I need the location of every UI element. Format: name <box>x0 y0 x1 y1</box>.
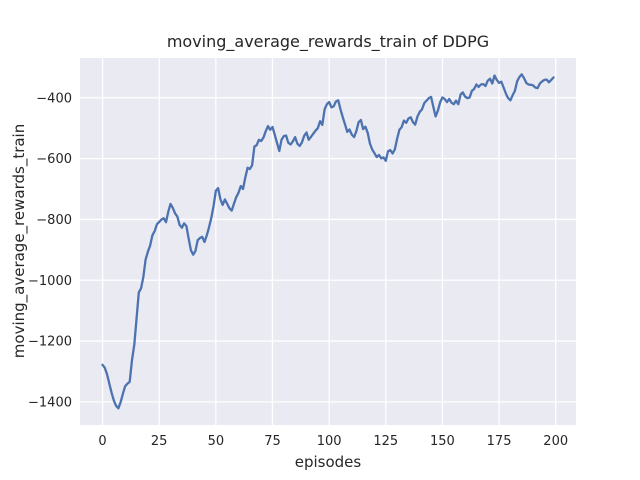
x-tick-label-6: 150 <box>430 434 455 449</box>
x-tick-label-4: 100 <box>317 434 342 449</box>
chart-title: moving_average_rewards_train of DDPG <box>167 32 489 52</box>
x-tick-labels: 0 25 50 75 100 125 150 175 200 <box>98 434 568 449</box>
x-tick-label-3: 75 <box>264 434 281 449</box>
x-tick-label-2: 50 <box>208 434 225 449</box>
y-tick-label-5: −1400 <box>28 395 72 410</box>
x-tick-label-7: 175 <box>487 434 512 449</box>
x-tick-label-1: 25 <box>151 434 168 449</box>
x-tick-label-0: 0 <box>98 434 106 449</box>
y-tick-label-3: −1000 <box>28 274 72 289</box>
y-tick-label-2: −800 <box>36 213 72 228</box>
y-tick-labels: −400 −600 −800 −1000 −1200 −1400 <box>28 91 72 410</box>
x-tick-label-8: 200 <box>543 434 568 449</box>
y-tick-label-1: −600 <box>36 152 72 167</box>
y-axis-label: moving_average_rewards_train <box>10 124 29 358</box>
x-gridlines <box>101 58 557 425</box>
series-line <box>101 73 555 410</box>
y-tick-label-4: −1200 <box>28 335 72 350</box>
x-tick-label-5: 125 <box>373 434 398 449</box>
plot-area <box>80 58 576 425</box>
x-axis-label: episodes <box>295 453 362 471</box>
y-tick-label-0: −400 <box>36 91 72 106</box>
